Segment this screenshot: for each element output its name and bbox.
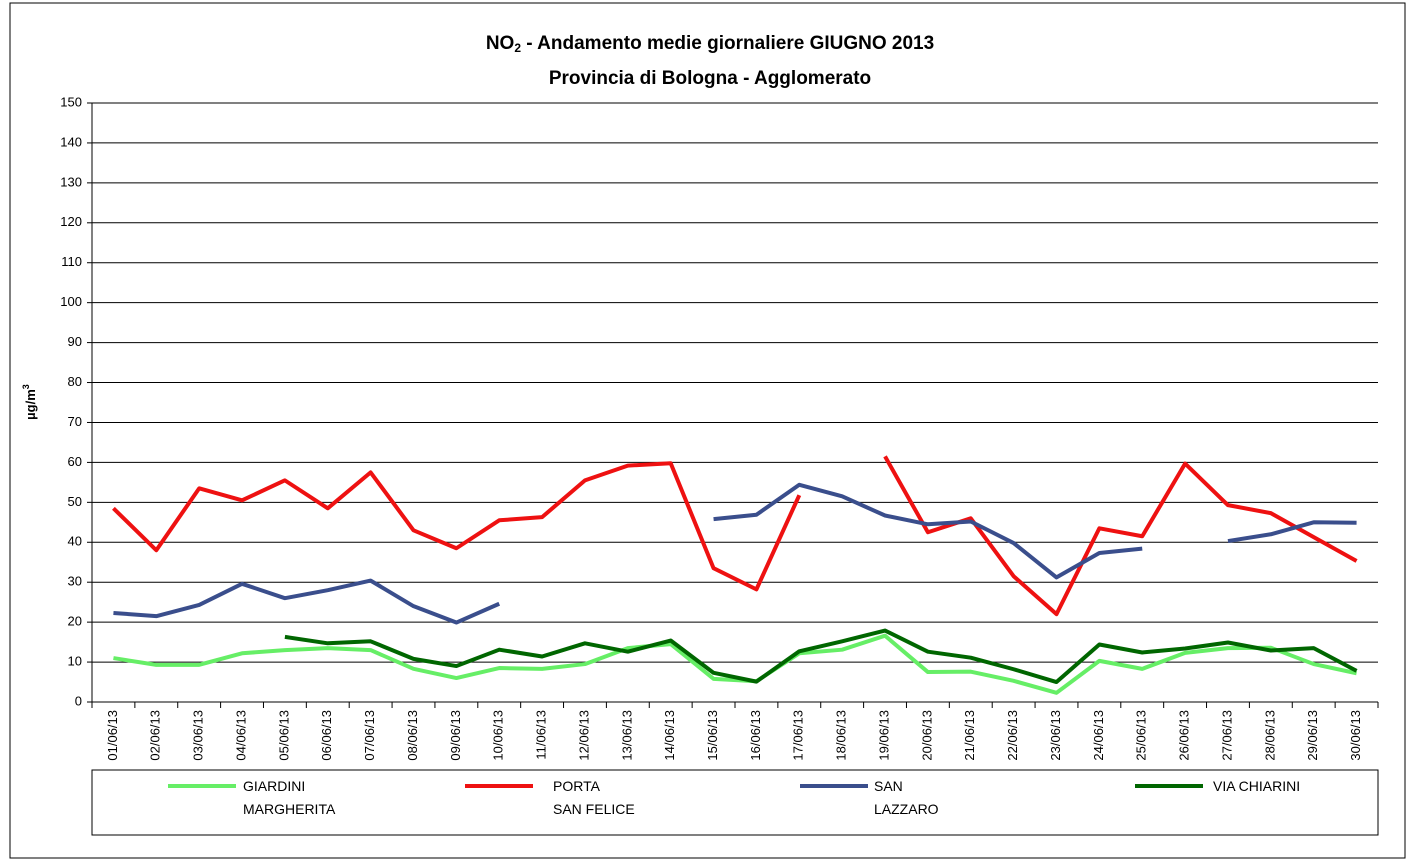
x-tick-label: 15/06/13	[705, 710, 720, 761]
y-label-part: µg/m	[23, 389, 38, 420]
y-tick-label: 120	[60, 214, 82, 229]
x-tick-label: 09/06/13	[448, 710, 463, 761]
x-tick-label: 02/06/13	[148, 710, 163, 761]
x-tick-label: 21/06/13	[962, 710, 977, 761]
x-tick-label: 03/06/13	[191, 710, 206, 761]
y-tick-label: 140	[60, 134, 82, 149]
x-tick-label: 05/06/13	[276, 710, 291, 761]
x-tick-label: 10/06/13	[491, 710, 506, 761]
chart-border	[9, 2, 1406, 859]
y-tick-label: 100	[60, 294, 82, 309]
x-tick-label: 28/06/13	[1262, 710, 1277, 761]
y-axis-label: µg/m3	[21, 384, 38, 420]
y-tick-label: 60	[68, 454, 82, 469]
x-tick-label: 06/06/13	[319, 710, 334, 761]
x-tick-label: 11/06/13	[534, 710, 549, 760]
y-tick-label: 90	[68, 334, 82, 349]
x-tick-label: 22/06/13	[1005, 710, 1020, 761]
x-tick-label: 12/06/13	[576, 710, 591, 761]
x-tick-label: 08/06/13	[405, 710, 420, 761]
x-tick-label: 29/06/13	[1305, 710, 1320, 761]
x-tick-label: 13/06/13	[619, 710, 634, 761]
title-part: - Andamento medie giornaliere GIUGNO 201…	[521, 33, 934, 54]
series-line	[284, 628, 1358, 685]
x-tick-label: 24/06/13	[1091, 710, 1106, 761]
chart-title: NO2 - Andamento medie giornaliere GIUGNO…	[486, 33, 934, 55]
chart-subtitle: Provincia di Bologna - Agglomerato	[549, 68, 871, 89]
x-tick-label: 30/06/13	[1348, 710, 1363, 761]
series-line	[113, 482, 1357, 625]
x-tick-label: 25/06/13	[1134, 710, 1149, 761]
y-tick-label: 110	[61, 254, 82, 269]
x-tick-label: 20/06/13	[919, 710, 934, 761]
y-tick-label: 40	[68, 534, 82, 549]
title-subscript: 2	[514, 41, 521, 55]
x-tick-label: 19/06/13	[876, 710, 891, 761]
x-tick-label: 16/06/13	[748, 710, 763, 761]
y-tick-label: 10	[68, 654, 82, 669]
legend-label: VIA CHIARINI	[1213, 778, 1301, 794]
title-part: NO	[486, 33, 515, 54]
y-tick-label: 30	[68, 574, 82, 589]
legend-box	[91, 769, 1379, 836]
y-tick-label: 70	[68, 414, 82, 429]
x-tick-label: 26/06/13	[1177, 710, 1192, 761]
x-tick-label: 14/06/13	[662, 710, 677, 761]
y-tick-label: 50	[68, 494, 82, 509]
legend-label: PORTA SAN FELICE	[553, 778, 635, 817]
legend-label: GIARDINI MARGHERITA	[243, 778, 336, 817]
y-tick-label: 80	[68, 374, 82, 389]
x-tick-label: 27/06/13	[1219, 710, 1234, 761]
x-tick-label: 17/06/13	[791, 710, 806, 761]
x-tick-label: 01/06/13	[105, 710, 120, 761]
x-tick-label: 18/06/13	[834, 710, 849, 761]
series-line	[113, 633, 1357, 695]
y-label-superscript: 3	[21, 384, 31, 389]
x-tick-label: 04/06/13	[233, 710, 248, 761]
y-tick-label: 0	[75, 693, 82, 708]
y-tick-label: 150	[60, 94, 82, 109]
legend-label: SAN LAZZARO	[874, 778, 939, 817]
y-tick-label: 130	[60, 174, 82, 189]
y-tick-label: 20	[68, 614, 82, 629]
x-tick-label: 23/06/13	[1048, 710, 1063, 761]
x-tick-label: 07/06/13	[362, 710, 377, 761]
